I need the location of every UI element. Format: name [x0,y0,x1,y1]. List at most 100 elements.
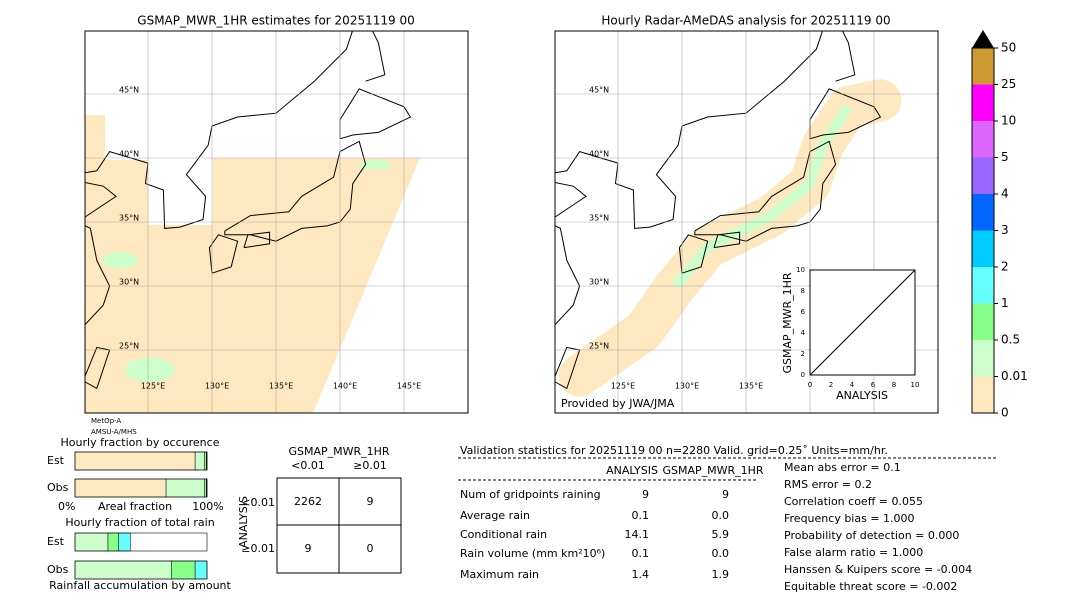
colorbar-label: 0 [1001,406,1009,420]
stat-value: 14.1 [625,528,650,541]
axis-label: 100% [192,500,223,513]
credit: Provided by JWA/JMA [561,397,675,410]
rain-area [102,252,138,268]
satellite: MetOp-A [91,417,121,425]
bar-frame [74,532,208,552]
row-label: Est [47,454,65,467]
lat-label: 25°N [119,342,139,351]
rain-area [125,358,175,382]
colorbar-label: 3 [1001,223,1009,237]
inset-x-tick: 4 [850,381,855,389]
col-header: GSMAP_MWR_1HR [662,464,763,477]
stat-label: Average rain [460,509,530,522]
colorbar-bin [972,303,994,340]
colorbar-bin [972,230,994,267]
lon-label: 135°E [269,382,293,391]
lon-label: 130°E [205,382,229,391]
fraction-title: Hourly fraction by occurence [61,436,220,449]
fraction-segment [204,478,207,498]
colorbar-label: 25 [1001,77,1016,91]
colorbar-extend [972,30,994,48]
coastline [809,88,882,140]
validation-title: Validation statistics for 20251119 00 n=… [460,444,888,457]
left-frame [84,30,469,414]
inset-ylabel: GSMAP_MWR_1HR [781,272,794,373]
fraction-footer: Rainfall accumulation by amount [49,579,231,592]
lat-label: 35°N [589,214,609,223]
row-label: Est [47,535,65,548]
stat-value: 1.9 [712,568,730,581]
colorbar-bin [972,84,994,121]
stat-value: 5.9 [712,528,730,541]
fraction-segment [107,532,119,552]
inset-x-tick: 2 [829,381,833,389]
row-label: Obs [47,481,69,494]
inset-y-tick: 2 [801,350,805,358]
score: RMS error = 0.2 [784,478,872,491]
inset-x-tick: 10 [911,381,920,389]
inset-x-tick: 6 [871,381,876,389]
col-header: ≥0.01 [353,459,387,472]
score: Probability of detection = 0.000 [784,529,959,542]
right-frame [554,30,939,414]
coastline [713,231,741,249]
row-label: Obs [47,563,69,576]
cell: 9 [367,495,374,508]
satellite: AMSU-A/MHS [91,428,137,436]
lat-label: 30°N [119,278,139,287]
left-map [85,31,468,413]
score: Correlation coeff = 0.055 [784,495,923,508]
fraction-segment [194,560,208,580]
col-header: ANALYSIS [606,464,658,477]
fraction-segment [74,560,172,580]
stat-value: 9 [642,488,649,501]
fraction-segment [171,560,196,580]
stat-value: 9 [722,488,729,501]
cell: 9 [305,542,312,555]
cell: 2262 [294,495,322,508]
stat-label: Rain volume (mm km²10⁶) [460,547,605,560]
col-header: <0.01 [291,459,325,472]
coastline [85,31,353,325]
left-title: GSMAP_MWR_1HR estimates for 20251119 00 [137,14,414,28]
fraction-segment [74,532,109,552]
lon-label: 125°E [141,382,165,391]
fraction-segment [194,451,205,471]
row-title: ANALYSIS [237,496,250,548]
coastline [555,31,823,325]
colorbar-label: 0.5 [1001,333,1020,347]
fraction-segment [204,451,207,471]
coastline [243,231,271,249]
lat-label: 40°N [119,150,139,159]
axis-label: 0% [58,500,75,513]
coastline [678,234,709,274]
fraction-segment [74,478,167,498]
coastline [224,140,367,242]
stat-value: 0.1 [632,509,650,522]
stat-label: Conditional rain [460,528,547,541]
bar-frame [74,560,208,580]
colorbar-label: 5 [1001,150,1009,164]
stat-value: 0.1 [632,547,650,560]
lon-label: 125°E [611,382,635,391]
score: Frequency bias = 1.000 [784,512,915,525]
fraction-segment [165,478,205,498]
row-header: ≥0.01 [241,542,275,555]
score: Equitable threat score = -0.002 [784,580,957,593]
bar-frame [74,478,208,498]
coastline [339,88,412,140]
colorbar-label: 1 [1001,296,1009,310]
lon-label: 135°E [739,382,763,391]
bar-frame [74,451,208,471]
diagonal [809,269,916,376]
cell: 0 [367,542,374,555]
score: Mean abs error = 0.1 [784,461,901,474]
rain-band [671,104,853,290]
lat-label: 30°N [589,278,609,287]
inset-xlabel: ANALYSIS [836,389,888,402]
lon-label: 140°E [333,382,357,391]
colorbar-label: 10 [1001,114,1016,128]
right-map [555,31,938,413]
lon-label: 130°E [675,382,699,391]
